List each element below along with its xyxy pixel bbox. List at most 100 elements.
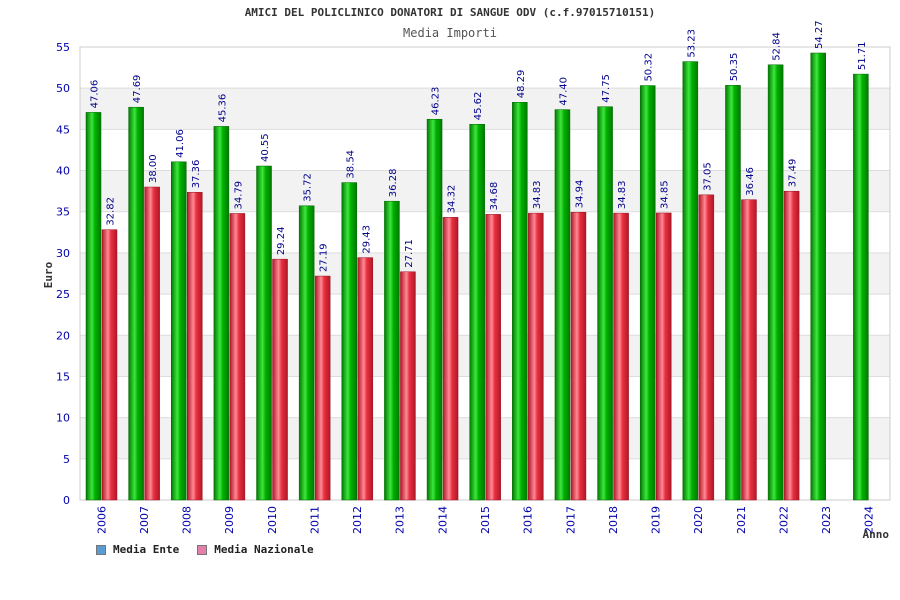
data-label: 34.83 — [617, 180, 628, 209]
bar-media-ente-2017 — [554, 109, 571, 501]
data-label: 34.79 — [233, 181, 244, 210]
bar-media-nazionale-2016 — [528, 212, 544, 501]
data-label: 37.05 — [702, 162, 713, 191]
data-label: 36.46 — [745, 167, 756, 196]
bar-media-ente-2022 — [767, 64, 784, 501]
data-label: 54.27 — [814, 20, 825, 49]
bar-media-ente-2020 — [682, 61, 699, 501]
bar-media-nazionale-2018 — [613, 212, 629, 501]
y-tick-label: 45 — [56, 123, 70, 136]
bar-media-ente-2014 — [426, 118, 443, 501]
data-label: 34.85 — [660, 180, 671, 209]
bar-media-nazionale-2006 — [101, 229, 118, 501]
data-label: 51.71 — [857, 41, 868, 70]
data-label: 34.83 — [532, 180, 543, 209]
data-label: 29.43 — [361, 225, 372, 254]
x-tick-label: 2008 — [181, 506, 194, 534]
x-tick-label: 2009 — [223, 506, 236, 534]
data-label: 46.23 — [431, 87, 442, 116]
data-label: 53.23 — [686, 29, 697, 58]
x-tick-label: 2019 — [650, 506, 663, 534]
data-label: 29.24 — [276, 227, 287, 256]
bar-media-ente-2012 — [341, 182, 358, 501]
data-label: 48.29 — [516, 70, 527, 99]
legend-swatch-media-nazionale — [197, 544, 208, 555]
legend-label-media-nazionale: Media Nazionale — [214, 543, 314, 556]
bar-media-ente-2021 — [725, 85, 741, 501]
bar-media-ente-2023 — [810, 52, 826, 501]
bar-media-nazionale-2020 — [698, 194, 715, 501]
data-label: 34.94 — [574, 180, 585, 209]
y-tick-label: 55 — [56, 41, 70, 54]
x-tick-label: 2012 — [351, 506, 364, 534]
x-tick-label: 2024 — [863, 506, 876, 534]
data-label: 35.72 — [303, 173, 314, 202]
x-tick-label: 2010 — [266, 506, 279, 534]
data-label: 38.00 — [148, 154, 159, 183]
y-tick-label: 10 — [56, 412, 70, 425]
bar-media-nazionale-2019 — [655, 212, 672, 501]
bar-media-ente-2018 — [597, 106, 613, 501]
y-tick-label: 40 — [56, 165, 70, 178]
legend-item-media-ente: Media Ente — [96, 543, 179, 556]
data-label: 50.35 — [729, 53, 740, 82]
data-label: 37.36 — [191, 160, 202, 189]
legend: Media Ente Media Nazionale — [96, 543, 314, 556]
bar-media-ente-2010 — [256, 165, 272, 501]
y-axis-label: Euro — [42, 261, 55, 288]
bar-media-nazionale-2022 — [783, 190, 800, 501]
data-label: 47.69 — [132, 75, 143, 104]
bar-media-ente-2011 — [298, 205, 315, 501]
legend-swatch-media-ente — [96, 544, 106, 555]
bar-media-ente-2006 — [85, 112, 102, 501]
bar-media-nazionale-2015 — [485, 214, 501, 501]
grid-band — [80, 88, 890, 130]
bar-media-ente-2024 — [853, 73, 869, 501]
bar-media-nazionale-2021 — [741, 199, 757, 501]
data-label: 47.75 — [601, 74, 612, 103]
bar-media-nazionale-2012 — [357, 257, 374, 501]
bar-media-ente-2019 — [639, 85, 656, 501]
data-label: 47.06 — [90, 80, 101, 109]
bar-media-ente-2016 — [512, 102, 528, 501]
x-tick-label: 2022 — [777, 506, 790, 534]
x-tick-label: 2006 — [95, 506, 108, 534]
bar-media-nazionale-2008 — [187, 192, 203, 501]
x-tick-label: 2015 — [479, 506, 492, 534]
bar-media-ente-2008 — [171, 161, 187, 501]
data-label: 36.28 — [388, 169, 399, 198]
x-tick-label: 2013 — [394, 506, 407, 534]
data-label: 50.32 — [644, 53, 655, 82]
bar-media-nazionale-2017 — [570, 211, 587, 501]
y-tick-label: 5 — [63, 453, 70, 466]
y-tick-label: 50 — [56, 82, 70, 95]
x-tick-label: 2023 — [820, 506, 833, 534]
x-tick-label: 2018 — [607, 506, 620, 534]
y-tick-label: 35 — [56, 206, 70, 219]
chart-subtitle: Media Importi — [403, 26, 497, 40]
bar-media-nazionale-2009 — [229, 213, 246, 501]
chart-title: AMICI DEL POLICLINICO DONATORI DI SANGUE… — [244, 6, 656, 19]
x-axis-label: Anno — [863, 528, 890, 541]
bar-media-ente-2007 — [128, 106, 144, 501]
data-label: 34.68 — [489, 182, 500, 211]
bar-media-ente-2009 — [213, 126, 230, 501]
x-tick-label: 2021 — [735, 506, 748, 534]
data-label: 32.82 — [106, 197, 117, 226]
legend-item-media-nazionale: Media Nazionale — [197, 543, 314, 556]
x-tick-label: 2020 — [692, 506, 705, 534]
data-label: 52.84 — [772, 32, 783, 61]
bar-media-nazionale-2010 — [272, 258, 288, 501]
legend-label-media-ente: Media Ente — [113, 543, 180, 556]
x-tick-label: 2011 — [308, 506, 321, 534]
data-label: 37.49 — [788, 159, 799, 188]
bar-media-ente-2015 — [469, 124, 485, 501]
bar-media-nazionale-2011 — [314, 275, 331, 501]
data-label: 27.71 — [404, 239, 415, 268]
plot-frame — [79, 46, 891, 501]
x-tick-label: 2007 — [138, 506, 151, 534]
y-tick-label: 30 — [56, 247, 70, 260]
data-label: 47.40 — [558, 77, 569, 106]
x-tick-label: 2016 — [522, 506, 535, 534]
